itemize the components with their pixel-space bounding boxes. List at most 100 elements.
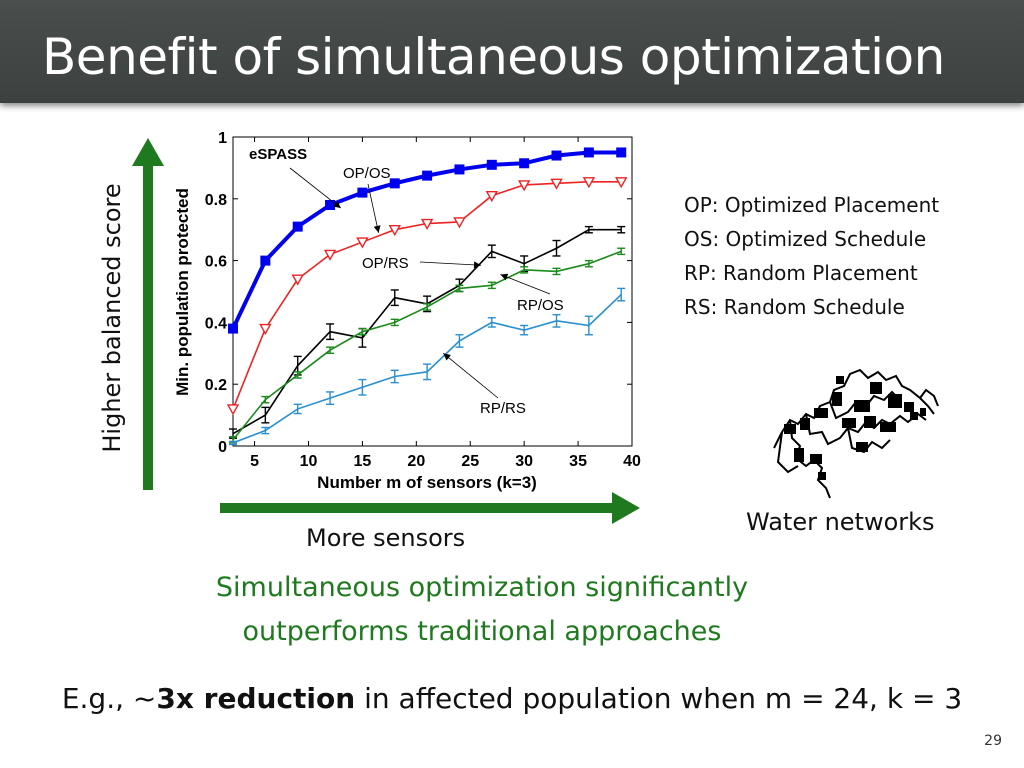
- annotation-arrow: [289, 167, 342, 209]
- series-line: [232, 228, 622, 435]
- error-bar: [229, 440, 237, 446]
- abbreviation-legend: OP: Optimized Placement OS: Optimized Sc…: [684, 188, 939, 324]
- y-tick-label: 0: [218, 439, 227, 456]
- conclusion-text: Simultaneous optimization significantly …: [0, 566, 964, 654]
- annotation-arrow: [443, 352, 499, 399]
- annotation-arrow: [419, 261, 482, 266]
- series-line: [232, 250, 622, 441]
- data-point: [453, 217, 466, 229]
- data-point: [226, 404, 240, 416]
- data-point: [616, 147, 627, 158]
- data-point: [551, 150, 562, 161]
- data-point: [291, 274, 304, 286]
- x-tick-label: 20: [407, 453, 425, 470]
- error-bar: [423, 363, 432, 381]
- y-tick-label: 0.2: [205, 377, 227, 394]
- data-point: [389, 178, 400, 189]
- data-point: [582, 177, 596, 189]
- annotation-label: RP/OS: [517, 297, 564, 314]
- error-bar: [326, 323, 335, 341]
- series-rp-rs: [229, 287, 626, 446]
- data-point: [422, 170, 433, 181]
- error-bar: [520, 324, 529, 336]
- water-network-image: [773, 368, 939, 499]
- data-point: [519, 158, 530, 169]
- data-point: [486, 159, 497, 170]
- data-point: [550, 178, 563, 190]
- x-tick-label: 25: [461, 453, 479, 470]
- annotation-arrowhead: [333, 200, 341, 209]
- error-bar: [552, 313, 561, 328]
- data-point: [260, 255, 271, 266]
- horizontal-arrow-icon: [220, 492, 640, 524]
- data-point: [228, 323, 238, 334]
- error-bar: [584, 315, 593, 336]
- series-rp-os: [229, 247, 626, 444]
- series-op-rs: [229, 225, 626, 439]
- network-label: Water networks: [746, 508, 935, 536]
- annotation-arrowhead: [473, 261, 482, 269]
- series-espass: [228, 147, 627, 334]
- x-tick-label: 15: [354, 453, 372, 470]
- example-suffix: in affected population when m = 24, k = …: [355, 682, 963, 715]
- example-bold: 3x reduction: [156, 682, 356, 715]
- data-point: [454, 164, 465, 175]
- annotation-arrowhead: [500, 273, 509, 281]
- chart-ticks: 5 10 15 20 25 30 35 40 0 0.2 0.4 0.6 0.8 1: [205, 130, 641, 470]
- conclusion-line-1: Simultaneous optimization significantly: [215, 572, 749, 603]
- error-bar: [390, 369, 399, 384]
- data-point: [357, 187, 368, 198]
- error-bar: [617, 287, 626, 302]
- annotation-arrowhead: [373, 225, 381, 233]
- error-bar: [293, 403, 302, 415]
- error-bar: [552, 239, 561, 257]
- error-bar: [584, 225, 593, 234]
- page-number: 29: [984, 733, 1002, 749]
- error-bar: [293, 371, 302, 379]
- error-bar: [455, 334, 464, 348]
- x-tick-label: 30: [515, 453, 533, 470]
- legend-rs: RS: Random Schedule: [684, 295, 905, 319]
- legend-rp: RP: Random Placement: [684, 261, 918, 285]
- error-bar: [552, 267, 561, 276]
- error-bar: [390, 289, 399, 307]
- data-point: [325, 199, 336, 210]
- data-point: [583, 147, 594, 158]
- legend-os: OS: Optimized Schedule: [684, 227, 927, 251]
- data-point: [485, 191, 499, 203]
- annotation-arrowhead: [443, 353, 451, 361]
- vertical-arrow-icon: [132, 138, 164, 490]
- chart-series: [226, 147, 628, 446]
- annotation-label: OP/RS: [362, 255, 409, 272]
- chart-annotations: eSPASS OP/OS OP/RS RP/OS RP/RS: [249, 146, 564, 417]
- y-tick-label: 0.8: [205, 192, 227, 209]
- conclusion-line-2: outperforms traditional approaches: [242, 616, 722, 647]
- series-op-os: [226, 177, 628, 416]
- y-tick-label: 0.4: [205, 315, 227, 332]
- error-bar: [487, 244, 496, 259]
- x-axis-label: Number m of sensors (k=3): [317, 473, 537, 492]
- annotation-op-os: OP/OS: [343, 165, 391, 233]
- error-bar: [455, 284, 464, 293]
- error-bar: [487, 281, 496, 290]
- error-bar: [358, 378, 367, 396]
- error-bar: [617, 247, 626, 256]
- y-tick-label: 0.6: [205, 254, 227, 271]
- error-bar: [326, 391, 335, 405]
- data-point: [323, 249, 337, 261]
- error-bar: [584, 259, 593, 268]
- error-bar: [487, 317, 496, 328]
- data-point: [517, 180, 531, 192]
- annotation-espass: eSPASS: [249, 146, 342, 209]
- data-point: [356, 237, 369, 249]
- error-bar: [326, 346, 335, 354]
- annotation-label: eSPASS: [249, 146, 307, 163]
- error-bar: [261, 406, 270, 424]
- annotation-op-rs: OP/RS: [362, 255, 482, 272]
- annotation-arrow: [500, 274, 551, 295]
- example-prefix: E.g., ~: [61, 682, 157, 715]
- error-bar: [520, 266, 529, 274]
- x-tick-label: 40: [623, 453, 641, 470]
- y-tick-label: 1: [218, 130, 227, 147]
